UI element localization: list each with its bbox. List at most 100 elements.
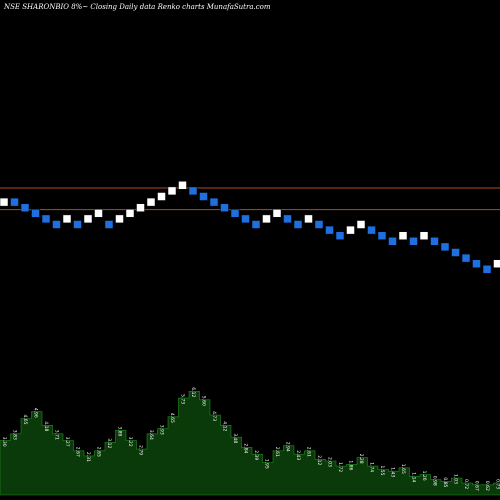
volume-label: 2.79	[138, 445, 144, 455]
renko-brick-down	[325, 225, 334, 235]
renko-brick-up	[304, 214, 313, 224]
volume-label: 4.65	[169, 413, 175, 423]
renko-brick-down	[209, 197, 219, 207]
chart-title: NSE SHARONBIO 8%~ Closing Daily data Ren…	[3, 3, 271, 11]
volume-label: 1.14	[411, 472, 417, 482]
renko-brick-down	[451, 248, 460, 257]
renko-brick-up	[0, 197, 9, 207]
renko-brick-down	[31, 209, 40, 218]
volume-label: 3.71	[54, 430, 60, 440]
renko-brick-down	[409, 237, 418, 246]
volume-label: 1.86	[348, 460, 354, 470]
renko-brick-up	[262, 214, 271, 224]
renko-brick-up	[493, 259, 500, 268]
renko-brick-down	[73, 220, 82, 229]
volume-label: 0.67	[474, 481, 480, 491]
volume-panel: 3.30 3.83 4.65 4.96 4.18 3.71 3.27 2.67 2.31 2.65…	[0, 387, 500, 496]
renko-brick-up	[62, 214, 72, 224]
renko-brick-down	[10, 197, 19, 207]
volume-area	[0, 391, 500, 496]
volume-label: 4.73	[211, 411, 217, 421]
renko-brick-down	[440, 242, 450, 252]
renko-brick-down	[251, 220, 261, 229]
reference-lines	[0, 187, 500, 211]
volume-label: 4.96	[33, 408, 39, 418]
renko-brick-down	[335, 231, 345, 240]
volume-label: 5.60	[201, 396, 207, 406]
renko-brick-down	[199, 192, 208, 201]
volume-label: 2.39	[253, 450, 259, 460]
renko-brick-up	[178, 181, 187, 190]
renko-brick-down	[230, 209, 240, 218]
renko-brick-down	[482, 265, 492, 274]
renko-brick-down	[293, 220, 303, 229]
renko-brick-down	[283, 214, 292, 224]
volume-label: 2.65	[96, 447, 102, 457]
volume-label: 1.26	[421, 471, 427, 481]
renko-brick-down	[472, 259, 481, 268]
renko-brick-up	[94, 209, 103, 218]
renko-brick-up	[167, 186, 177, 196]
renko-brick-down	[367, 225, 376, 235]
renko-brick-up	[398, 231, 408, 240]
volume-label: 6.12	[190, 387, 196, 397]
volume-label: 2.43	[295, 450, 301, 460]
renko-brick-up	[419, 231, 429, 240]
renko-brick-up	[157, 192, 166, 201]
volume-label: 2.12	[316, 455, 322, 465]
volume-label: 3.22	[127, 437, 133, 447]
volume-label: 2.67	[75, 447, 81, 457]
renko-brick-down	[104, 220, 114, 229]
renko-bricks	[0, 181, 500, 274]
volume-label: 3.93	[159, 425, 165, 435]
renko-brick-down	[41, 214, 51, 224]
volume-label: 0.62	[484, 481, 490, 491]
volume-label: 3.89	[117, 426, 123, 436]
renko-brick-up	[115, 214, 124, 224]
renko-brick-down	[314, 220, 324, 229]
renko-brick-down	[52, 220, 61, 229]
renko-brick-down	[377, 231, 387, 240]
volume-label: 5.73	[180, 394, 186, 404]
volume-label: 2.03	[327, 457, 333, 467]
volume-label: 2.31	[85, 452, 91, 462]
volume-label: 3.48	[232, 433, 238, 443]
volume-label: 0.72	[463, 479, 469, 489]
renko-brick-down	[241, 214, 250, 224]
volume-label: 4.18	[43, 421, 49, 431]
renko-brick-up	[356, 220, 366, 229]
volume-label: 1.43	[390, 467, 396, 477]
renko-brick-down	[20, 203, 30, 212]
volume-label: 1.55	[379, 466, 385, 476]
volume-label: 4.65	[22, 415, 28, 425]
volume-label: 0.85	[442, 477, 448, 487]
renko-brick-up	[125, 209, 135, 218]
volume-label: 1.74	[369, 462, 375, 472]
renko-brick-up	[146, 197, 156, 207]
volume-label: 2.61	[274, 447, 280, 457]
volume-label: 2.28	[358, 454, 364, 464]
volume-label: 0.98	[432, 476, 438, 486]
volume-label: 2.94	[285, 442, 291, 452]
renko-brick-down	[461, 253, 471, 263]
volume-label: 1.95	[264, 459, 270, 469]
volume-label: 1.65	[400, 464, 406, 474]
renko-brick-up	[346, 225, 355, 235]
renko-brick-down	[430, 237, 439, 246]
renko-brick-up	[272, 209, 282, 218]
renko-brick-down	[220, 203, 229, 212]
volume-label: 1.72	[337, 462, 343, 472]
volume-label: 3.12	[106, 438, 112, 448]
renko-brick-up	[83, 214, 93, 224]
volume-label: 1.03	[453, 474, 459, 484]
volume-label: 3.27	[64, 437, 70, 447]
renko-brick-up	[136, 203, 145, 212]
volume-label: 3.64	[148, 430, 154, 440]
volume-label: 4.12	[222, 421, 228, 431]
volume-label: 0.73	[495, 479, 500, 489]
renko-brick-down	[188, 186, 198, 196]
volume-label: 3.30	[1, 437, 7, 447]
